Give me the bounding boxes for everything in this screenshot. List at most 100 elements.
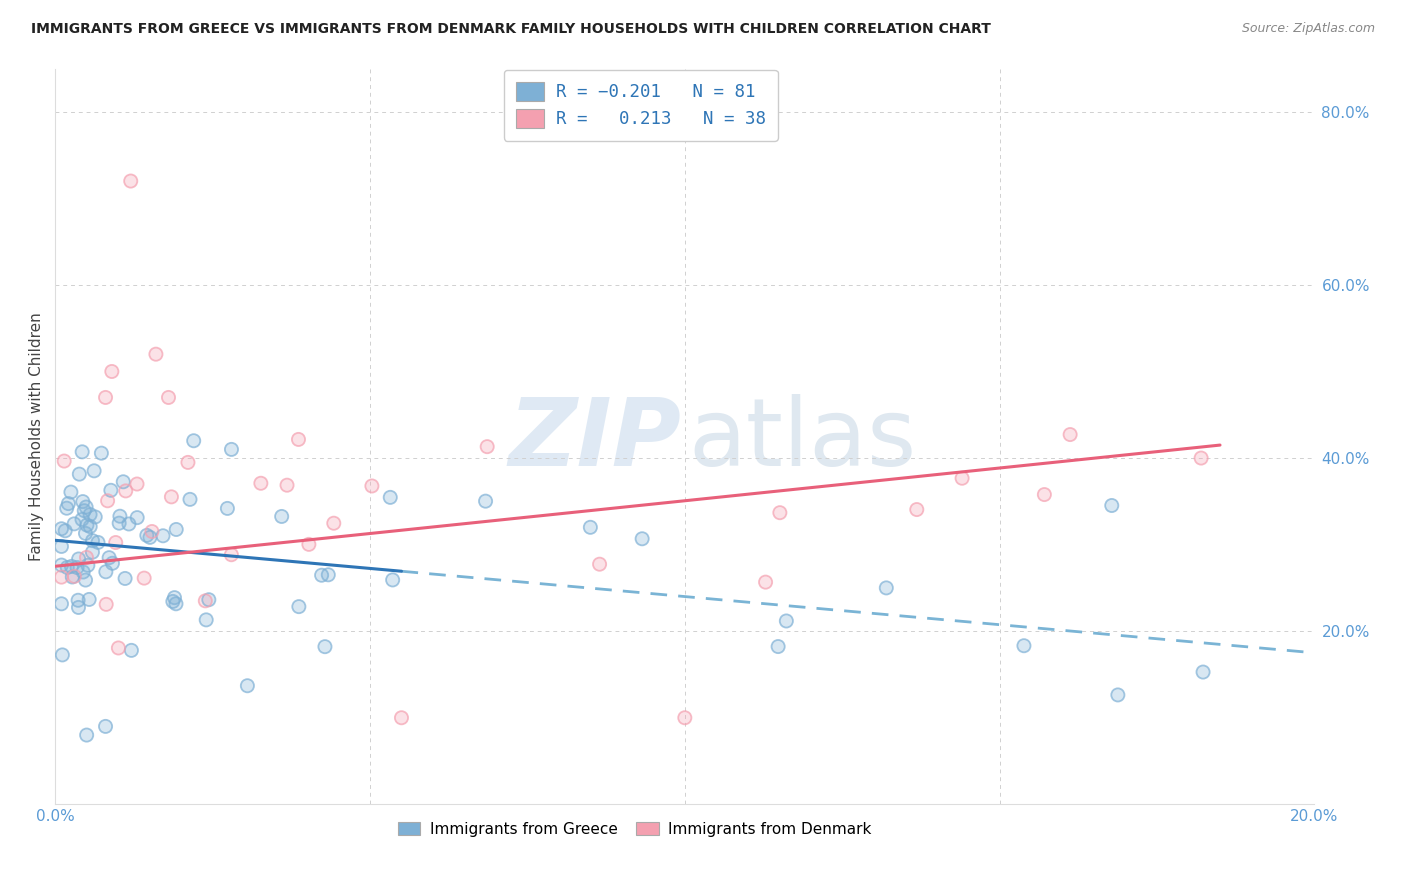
Point [1101, 499, 1123, 513]
Point [875, 581, 897, 595]
Point [51, 597, 73, 611]
Point [221, 548, 243, 562]
Point [139, 530, 162, 544]
Point [157, 391, 180, 405]
Point [755, 575, 778, 590]
Point [160, 490, 183, 504]
Point [316, 567, 339, 582]
Point [298, 537, 321, 551]
Point [250, 476, 273, 491]
Point [179, 492, 201, 507]
Point [1012, 639, 1035, 653]
Point [53, 524, 76, 538]
Legend: Immigrants from Greece, Immigrants from Denmark: Immigrants from Greece, Immigrants from … [389, 814, 879, 845]
Point [127, 510, 149, 524]
Point [950, 471, 973, 485]
Point [314, 640, 336, 654]
Point [1192, 665, 1215, 679]
Point [67, 593, 90, 607]
Point [59, 485, 82, 500]
Text: ZIP: ZIP [508, 394, 681, 486]
Point [477, 440, 499, 454]
Point [51, 558, 73, 572]
Point [120, 643, 142, 657]
Point [67, 593, 90, 607]
Point [66, 560, 89, 574]
Point [53, 524, 76, 538]
Point [1101, 499, 1123, 513]
Point [134, 571, 156, 585]
Point [1012, 639, 1035, 653]
Point [381, 573, 404, 587]
Point [53, 454, 76, 468]
Point [51, 522, 73, 536]
Point [70, 445, 93, 459]
Point [631, 532, 654, 546]
Point [83, 464, 105, 478]
Point [72, 565, 94, 579]
Point [87, 535, 110, 549]
Point [125, 477, 148, 491]
Point [96, 598, 118, 612]
Point [152, 529, 174, 543]
Point [1107, 688, 1129, 702]
Point [579, 520, 602, 534]
Point [82, 533, 104, 548]
Point [380, 491, 402, 505]
Point [179, 492, 201, 507]
Point [75, 500, 97, 514]
Point [114, 571, 136, 585]
Point [104, 535, 127, 549]
Point [1192, 665, 1215, 679]
Point [51, 648, 73, 662]
Point [165, 523, 187, 537]
Point [90, 446, 112, 460]
Point [112, 475, 135, 489]
Point [270, 509, 292, 524]
Point [391, 711, 413, 725]
Point [59, 485, 82, 500]
Point [67, 600, 90, 615]
Point [76, 518, 98, 533]
Point [63, 516, 86, 531]
Point [82, 545, 104, 559]
Point [51, 570, 73, 584]
Point [82, 533, 104, 548]
Point [107, 640, 129, 655]
Point [75, 500, 97, 514]
Point [108, 509, 131, 524]
Point [276, 478, 298, 492]
Point [51, 648, 73, 662]
Point [60, 570, 83, 584]
Point [165, 597, 187, 611]
Point [157, 391, 180, 405]
Point [73, 504, 96, 518]
Point [56, 560, 79, 574]
Point [90, 446, 112, 460]
Point [177, 455, 200, 469]
Point [217, 501, 239, 516]
Point [98, 550, 121, 565]
Point [60, 559, 83, 574]
Point [135, 528, 157, 542]
Point [94, 391, 117, 405]
Point [139, 530, 162, 544]
Point [152, 529, 174, 543]
Point [381, 573, 404, 587]
Point [1189, 451, 1212, 466]
Point [75, 573, 97, 587]
Point [120, 174, 142, 188]
Point [55, 501, 77, 516]
Point [474, 494, 496, 508]
Point [127, 510, 149, 524]
Point [67, 552, 90, 566]
Point [94, 719, 117, 733]
Point [236, 679, 259, 693]
Point [72, 494, 94, 508]
Point [94, 391, 117, 405]
Point [588, 558, 610, 572]
Point [72, 494, 94, 508]
Point [160, 490, 183, 504]
Point [76, 550, 98, 565]
Point [101, 364, 124, 378]
